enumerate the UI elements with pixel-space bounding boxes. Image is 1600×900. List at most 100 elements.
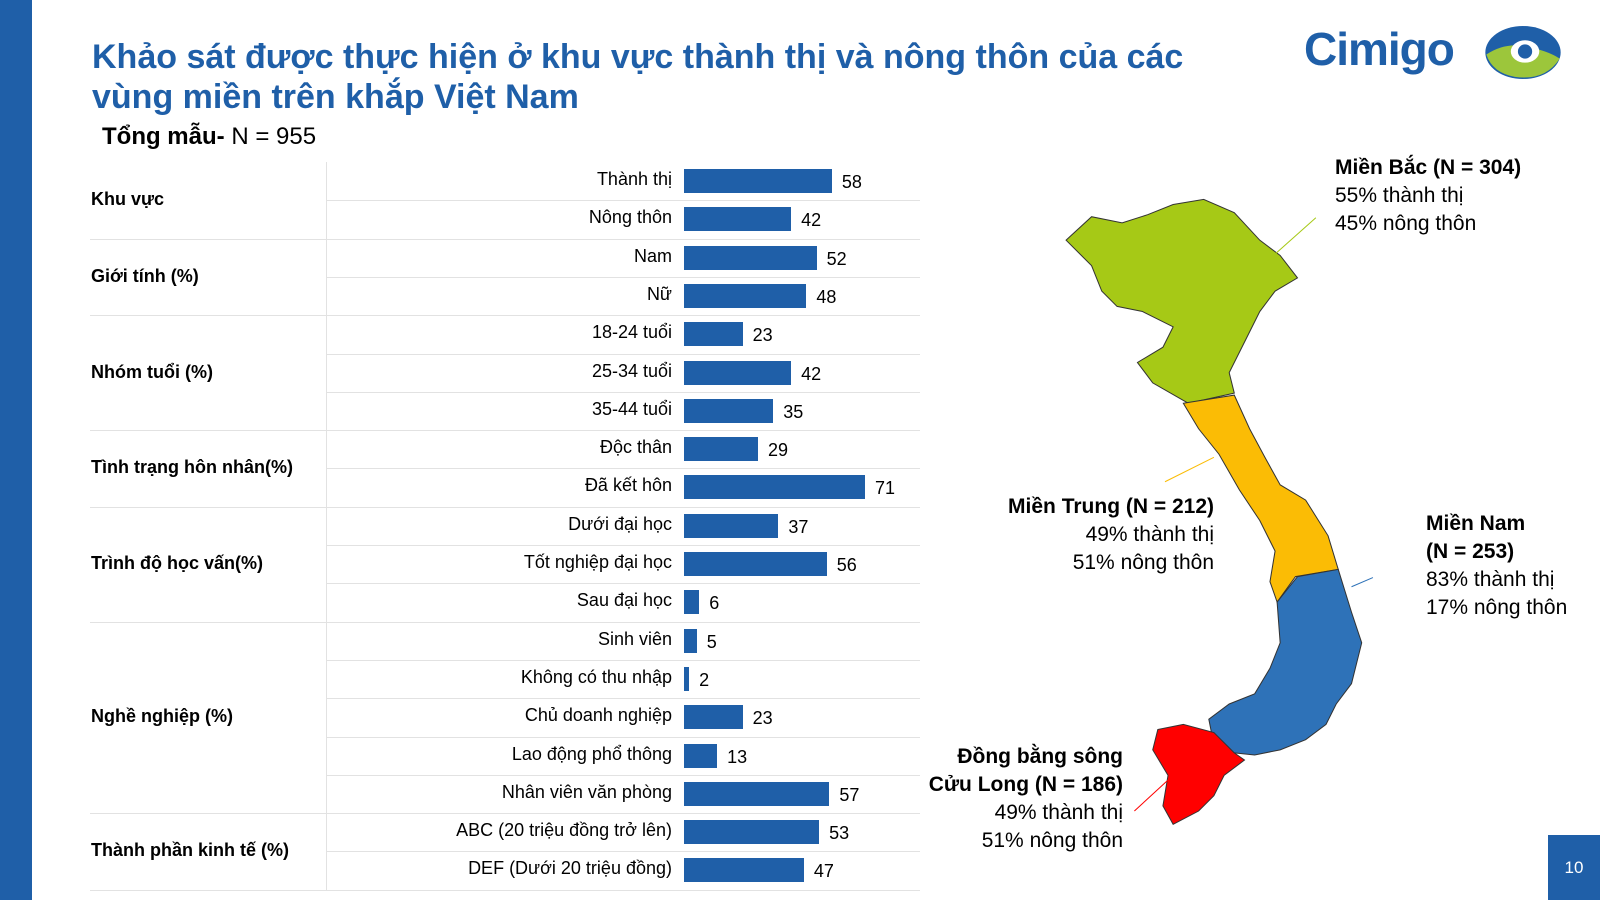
row-separator bbox=[327, 774, 920, 776]
category-label: Nông thôn bbox=[588, 207, 672, 228]
group-label: Thành phần kinh tế (%) bbox=[91, 840, 289, 861]
region-label-south: Miền Nam (N = 253) 83% thành thị 17% nôn… bbox=[1426, 512, 1568, 619]
map-region-north bbox=[1065, 198, 1299, 404]
bar bbox=[684, 590, 700, 615]
group-separator bbox=[90, 315, 920, 317]
data-label: 48 bbox=[816, 286, 837, 307]
group-divider-vertical bbox=[326, 430, 327, 507]
data-label: 23 bbox=[752, 325, 773, 346]
group-label: Tình trạng hôn nhân(%) bbox=[91, 457, 293, 478]
bar bbox=[684, 169, 832, 193]
group-separator bbox=[90, 506, 920, 508]
leader-line-north bbox=[1259, 217, 1317, 269]
bar bbox=[684, 245, 817, 270]
data-label: 6 bbox=[709, 593, 720, 614]
map-region-south bbox=[1208, 568, 1363, 756]
row-separator bbox=[327, 659, 920, 661]
bar bbox=[684, 858, 804, 883]
category-label: 18-24 tuổi bbox=[591, 322, 672, 343]
data-label: 2 bbox=[699, 669, 710, 690]
group-separator bbox=[90, 889, 920, 891]
group-separator bbox=[90, 430, 920, 432]
bar bbox=[684, 360, 792, 385]
vietnam-map bbox=[1065, 198, 1374, 825]
leader-line-central bbox=[1164, 456, 1215, 483]
left-accent-bar bbox=[0, 0, 32, 900]
sample-value: N = 955 bbox=[231, 123, 317, 150]
category-label: 35-44 tuổi bbox=[591, 398, 672, 419]
bar bbox=[684, 666, 690, 691]
bar bbox=[684, 322, 743, 347]
category-label: Không có thu nhập bbox=[520, 666, 672, 687]
category-label: Nam bbox=[633, 245, 672, 266]
data-label: 35 bbox=[783, 401, 804, 422]
bar bbox=[684, 628, 697, 653]
bar bbox=[684, 781, 830, 806]
region-label-mekong: Đồng bằng sông Cửu Long (N = 186) 49% th… bbox=[928, 745, 1123, 852]
data-label: 47 bbox=[813, 861, 834, 882]
data-label: 42 bbox=[801, 363, 822, 384]
category-label: Sau đại học bbox=[576, 590, 672, 611]
bar bbox=[684, 820, 820, 845]
map-region-central bbox=[1182, 394, 1339, 604]
category-label: Nữ bbox=[646, 283, 672, 304]
sample-label: Tổng mẫu- bbox=[102, 123, 225, 150]
group-label: Nghề nghiệp (%) bbox=[91, 706, 233, 727]
category-label: Lao động phổ thông bbox=[511, 743, 672, 764]
category-label: Đã kết hôn bbox=[584, 475, 672, 496]
demographics-bar-chart: Khu vực Thành thị 58 Nông thôn 42 Giới tính (… bbox=[90, 162, 920, 891]
bar bbox=[684, 513, 779, 538]
bar bbox=[684, 705, 743, 730]
group-separator bbox=[90, 621, 920, 623]
row-separator bbox=[327, 736, 920, 738]
data-label: 71 bbox=[875, 478, 896, 499]
category-label: Độc thân bbox=[599, 437, 672, 458]
bar bbox=[684, 283, 807, 308]
data-label: 56 bbox=[836, 555, 857, 575]
page-number: 10 bbox=[1548, 835, 1600, 900]
bar bbox=[684, 475, 866, 500]
row-separator bbox=[327, 545, 920, 546]
group-divider-vertical bbox=[326, 238, 327, 316]
data-label: 42 bbox=[801, 210, 822, 231]
region-label-central: Miền Trung (N = 212) 49% thành thị 51% n… bbox=[1008, 495, 1214, 574]
group-divider-vertical bbox=[326, 315, 327, 431]
category-label: DEF (Dưới 20 triệu đồng) bbox=[468, 858, 672, 879]
category-label: Sinh viên bbox=[597, 628, 672, 649]
sample-size: Tổng mẫu- N = 955 bbox=[102, 123, 316, 151]
row-separator bbox=[327, 276, 920, 278]
row-separator bbox=[327, 583, 920, 585]
leader-line-mekong bbox=[1134, 774, 1174, 812]
row-separator bbox=[327, 353, 920, 355]
category-label: Dưới đại học bbox=[568, 513, 672, 534]
map-region-mekong bbox=[1152, 723, 1246, 825]
logo-text: Cimigo bbox=[1304, 23, 1455, 75]
bar bbox=[684, 743, 718, 768]
eye-icon bbox=[1485, 26, 1561, 79]
group-label: Nhóm tuổi (%) bbox=[91, 361, 213, 382]
data-label: 29 bbox=[767, 440, 788, 461]
page-title: Khảo sát được thực hiện ở khu vực thành … bbox=[92, 38, 1184, 116]
data-label: 23 bbox=[752, 708, 773, 729]
group-separator bbox=[90, 813, 920, 815]
row-separator bbox=[327, 698, 920, 700]
group-label: Khu vực bbox=[91, 189, 165, 210]
region-label-north: Miền Bắc (N = 304) 55% thành thị 45% nôn… bbox=[1335, 156, 1522, 235]
group-separator bbox=[90, 238, 920, 240]
bar bbox=[684, 437, 758, 462]
group-divider-vertical bbox=[326, 813, 327, 890]
group-divider-vertical bbox=[326, 506, 327, 622]
row-separator bbox=[327, 468, 920, 470]
group-divider-vertical bbox=[326, 162, 327, 239]
data-label: 37 bbox=[788, 516, 809, 537]
data-label: 52 bbox=[826, 248, 847, 269]
category-label: 25-34 tuổi bbox=[591, 360, 672, 381]
data-label: 53 bbox=[829, 823, 850, 844]
leader-line-south bbox=[1351, 577, 1374, 588]
row-separator bbox=[327, 391, 920, 393]
row-separator bbox=[327, 851, 920, 853]
category-label: Thành thị bbox=[596, 169, 672, 189]
row-separator bbox=[327, 200, 920, 202]
group-label: Giới tính (%) bbox=[91, 265, 199, 286]
category-label: Nhân viên văn phòng bbox=[501, 781, 672, 802]
